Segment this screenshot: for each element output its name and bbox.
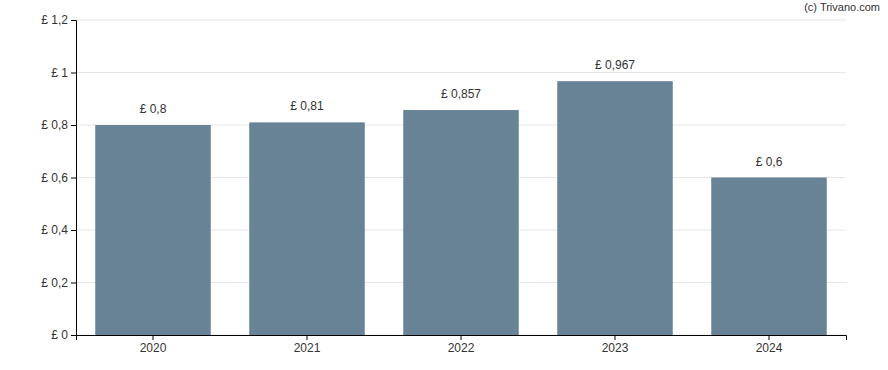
y-tick-label: £ 1 bbox=[51, 66, 68, 80]
data-label: £ 0,81 bbox=[290, 99, 324, 113]
data-labels: £ 0,8 £ 0,81 £ 0,857 £ 0,967 £ 0,6 bbox=[140, 58, 783, 168]
y-tick-label: £ 0,6 bbox=[41, 171, 68, 185]
grid-line bbox=[76, 20, 846, 21]
x-tick-label: 2023 bbox=[602, 341, 629, 355]
y-tick-label: £ 0,4 bbox=[41, 223, 68, 237]
grid bbox=[76, 20, 846, 335]
bars bbox=[95, 81, 827, 335]
y-tick-mark bbox=[71, 125, 76, 126]
y-tick: £ 0,8 bbox=[41, 118, 76, 132]
x-axis-line bbox=[77, 336, 847, 341]
x-tick-mark bbox=[307, 335, 308, 340]
data-label: £ 0,8 bbox=[140, 102, 167, 116]
y-tick: £ 0 bbox=[51, 328, 76, 342]
bar bbox=[249, 122, 365, 335]
y-tick-mark bbox=[71, 178, 76, 179]
y-tick-label: £ 0,8 bbox=[41, 118, 68, 132]
bar bbox=[711, 178, 827, 336]
bar bbox=[403, 110, 519, 335]
x-tick-label: 2022 bbox=[448, 341, 475, 355]
y-tick-label: £ 0 bbox=[51, 328, 68, 342]
x-tick: 2022 bbox=[448, 335, 475, 355]
y-tick-label: £ 1,2 bbox=[41, 13, 68, 27]
y-tick-mark bbox=[71, 283, 76, 284]
x-tick: 2023 bbox=[602, 335, 629, 355]
y-tick: £ 0,6 bbox=[41, 171, 76, 185]
y-tick-mark bbox=[71, 73, 76, 74]
plot: £ 0£ 0,2£ 0,4£ 0,6£ 0,8£ 1£ 1,2202020212… bbox=[41, 13, 846, 354]
x-tick-label: 2024 bbox=[756, 341, 783, 355]
grid-line bbox=[76, 72, 846, 73]
y-tick-mark bbox=[71, 230, 76, 231]
y-tick: £ 0,2 bbox=[41, 276, 76, 290]
x-tick-mark bbox=[461, 335, 462, 340]
y-axis-line bbox=[71, 21, 77, 336]
y-tick-mark bbox=[71, 20, 76, 21]
x-tick: 2021 bbox=[294, 335, 321, 355]
y-tick-label: £ 0,2 bbox=[41, 276, 68, 290]
y-axis: £ 0 £ 0,2 £ 0,4 £ 0,6 £ 0,8 £ 1 £ 1,2 bbox=[41, 13, 76, 342]
y-tick-mark bbox=[71, 335, 76, 336]
data-label: £ 0,6 bbox=[756, 155, 783, 169]
y-tick: £ 0,4 bbox=[41, 223, 76, 237]
watermark: (c) Trivano.com bbox=[804, 1, 880, 13]
x-tick: 2020 bbox=[140, 335, 167, 355]
x-tick: 2024 bbox=[756, 335, 783, 355]
x-axis: 2020 2021 2022 2023 2024 bbox=[77, 335, 847, 355]
data-label: £ 0,857 bbox=[441, 87, 481, 101]
x-tick-mark bbox=[769, 335, 770, 340]
bar bbox=[95, 125, 211, 335]
x-tick-mark bbox=[153, 335, 154, 340]
data-label: £ 0,967 bbox=[595, 58, 635, 72]
annotations: (c) Trivano.com bbox=[804, 1, 880, 13]
bar bbox=[557, 81, 673, 335]
x-tick-label: 2020 bbox=[140, 341, 167, 355]
x-tick-mark bbox=[615, 335, 616, 340]
x-tick-label: 2021 bbox=[294, 341, 321, 355]
y-tick: £ 1,2 bbox=[41, 13, 76, 27]
chart: £ 0£ 0,2£ 0,4£ 0,6£ 0,8£ 1£ 1,2202020212… bbox=[0, 0, 888, 370]
y-tick: £ 1 bbox=[51, 66, 76, 80]
